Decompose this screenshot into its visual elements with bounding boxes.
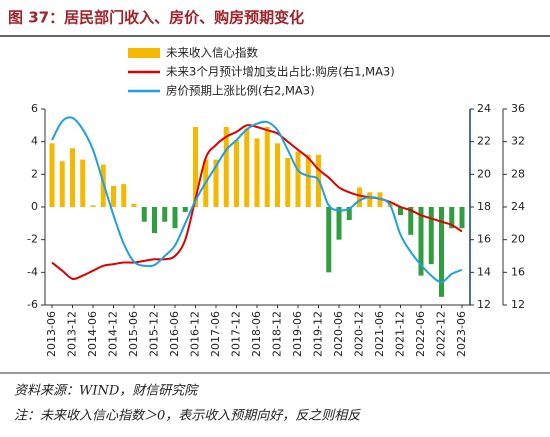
x-tick-label: 2015-06 <box>127 311 140 357</box>
x-tick-label: 2022-12 <box>435 311 448 357</box>
y-tick-label: -6 <box>27 298 38 311</box>
bar <box>357 187 362 207</box>
y2-tick-label: 16 <box>477 233 491 246</box>
bar <box>408 207 414 235</box>
x-tick-label: 2018-06 <box>250 311 263 357</box>
bar <box>398 207 403 216</box>
source: 资料来源：WIND，财信研究院 <box>14 383 199 399</box>
y3-tick-label: 36 <box>511 102 525 115</box>
y2-tick-label: 20 <box>477 167 491 180</box>
bar <box>172 207 178 229</box>
line <box>51 124 463 281</box>
x-tick-label: 2020-12 <box>353 311 366 357</box>
x-tick-label: 2023-06 <box>455 311 468 357</box>
bar <box>295 151 301 207</box>
x-tick-label: 2016-12 <box>189 311 202 357</box>
chart-title: 图 37：居民部门收入、房价、购房预期变化 <box>8 9 304 27</box>
bar <box>162 207 168 222</box>
x-tick-label: 2021-06 <box>373 311 386 357</box>
bar <box>121 184 127 207</box>
x-tick-label: 2013-12 <box>66 311 79 357</box>
legend-label: 房价预期上涨比例(右2,MA3) <box>166 84 315 98</box>
bar <box>285 158 291 207</box>
bar <box>459 207 465 229</box>
y3-tick-label: 12 <box>511 298 525 311</box>
legend-label: 未来收入信心指数 <box>166 46 258 60</box>
bar <box>254 138 260 207</box>
y-tick-label: 4 <box>31 135 38 148</box>
bar <box>326 207 332 273</box>
bar <box>193 126 198 207</box>
y2-tick-label: 18 <box>477 200 491 213</box>
x-tick-label: 2017-06 <box>209 311 222 357</box>
note: 注：未来收入信心指数＞0，表示收入预期向好，反之则相反 <box>14 409 361 424</box>
legend-label: 未来3个月预计增加支出占比:购房(右1,MA3) <box>166 65 395 79</box>
x-tick-label: 2019-12 <box>312 311 325 357</box>
bar <box>418 207 424 276</box>
y2-tick-label: 22 <box>477 135 491 148</box>
y3-tick-label: 32 <box>511 135 525 148</box>
bar <box>449 207 455 229</box>
bar <box>182 207 188 212</box>
bar <box>111 185 116 207</box>
x-tick-label: 2014-06 <box>86 311 99 357</box>
x-tick-label: 2014-12 <box>107 311 120 357</box>
x-tick-label: 2018-12 <box>271 311 284 357</box>
bar <box>90 205 96 207</box>
y-tick-label: -2 <box>27 233 38 246</box>
y3-tick-label: 24 <box>511 200 525 213</box>
x-tick-label: 2016-06 <box>168 311 181 357</box>
bar <box>80 159 86 207</box>
bar <box>141 207 147 222</box>
bar <box>336 207 342 240</box>
y-tick-label: 2 <box>31 167 38 180</box>
bar <box>234 140 239 207</box>
bar <box>213 159 219 207</box>
x-tick-label: 2021-12 <box>394 311 407 357</box>
bar <box>59 161 65 207</box>
y3-tick-label: 16 <box>511 265 525 278</box>
y3-tick-label: 20 <box>511 233 525 246</box>
x-tick-label: 2022-06 <box>414 311 427 357</box>
bar <box>223 126 229 207</box>
y-tick-label: -4 <box>27 265 38 278</box>
y2-tick-label: 12 <box>477 298 491 311</box>
bar <box>152 207 157 234</box>
bar <box>439 207 444 297</box>
y2-tick-label: 14 <box>477 265 491 278</box>
legend-swatch <box>128 48 160 58</box>
bar <box>275 143 280 207</box>
x-tick-label: 2019-06 <box>291 311 304 357</box>
x-tick-label: 2017-12 <box>230 311 243 357</box>
x-tick-label: 2015-12 <box>148 311 161 357</box>
y-tick-label: 6 <box>31 102 38 115</box>
bar <box>428 207 434 265</box>
bar <box>49 143 55 207</box>
bar <box>264 126 270 207</box>
y-tick-label: 0 <box>31 200 38 213</box>
bar <box>131 203 137 207</box>
bar <box>305 154 311 207</box>
x-tick-label: 2013-06 <box>45 311 58 357</box>
bar <box>70 148 75 207</box>
bar <box>244 128 250 207</box>
bar <box>367 192 373 207</box>
y3-tick-label: 28 <box>511 167 525 180</box>
line <box>51 116 463 284</box>
bar <box>346 207 352 221</box>
x-tick-label: 2020-06 <box>332 311 345 357</box>
y2-tick-label: 24 <box>477 102 491 115</box>
